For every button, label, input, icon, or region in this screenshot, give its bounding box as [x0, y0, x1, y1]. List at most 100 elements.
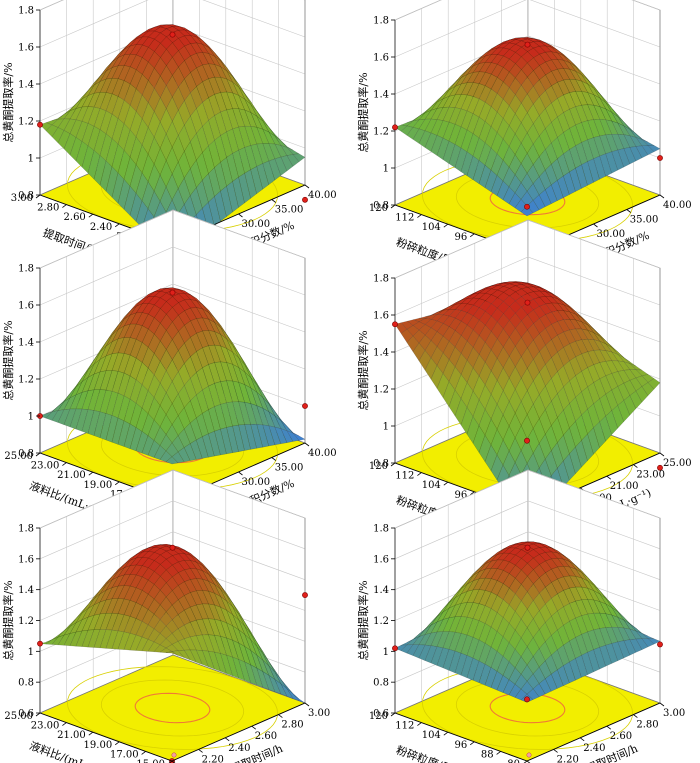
left-tick-label: 21.00 [57, 470, 86, 481]
z-tick-label: 1.8 [18, 6, 34, 17]
design-point [392, 124, 398, 131]
z-tick-label: 1.6 [18, 554, 34, 565]
left-tick-label: 120 [369, 711, 388, 722]
z-tick-label: 1.6 [373, 53, 389, 64]
left-tick-label: 25.00 [4, 711, 33, 722]
z-tick-label: 0.8 [373, 459, 389, 470]
right-tick-label: 2.80 [281, 720, 303, 731]
right-tick-label: 30.00 [597, 229, 626, 240]
left-tick-label: 15.00 [136, 759, 165, 763]
left-tick-label: 120 [369, 203, 388, 214]
z-tick-label: 1 [383, 164, 389, 175]
left-tick-label: 19.00 [84, 480, 113, 491]
design-point [657, 641, 663, 648]
z-axis: 0.8 1 1.2 1.4 1.6 1.8 总黄酮提取率/% [356, 16, 395, 212]
right-tick-label: 30.00 [242, 219, 271, 230]
surface-panel-5: 0.60.811.21.41.61.8总黄酮提取率/%25.0023.0021.… [1, 469, 330, 763]
z-axis-title: 总黄酮提取率/% [356, 580, 370, 660]
z-tick-label: 1.6 [373, 554, 389, 565]
z-tick-label: 1.8 [18, 524, 34, 535]
z-axis: 0.6 0.8 1 1.2 1.4 1.6 1.8 总黄酮提取率/% [1, 524, 40, 720]
z-tick-label: 0.8 [373, 201, 389, 212]
design-point [524, 203, 530, 210]
z-tick-label: 1.8 [373, 274, 389, 285]
design-point [37, 121, 43, 128]
surface-panel-2: 0.811.21.41.61.8总黄酮提取率/%120112104968880粉… [356, 0, 692, 273]
z-tick-label: 0.8 [18, 191, 34, 202]
design-point [169, 289, 176, 296]
left-tick-label: 104 [422, 730, 441, 741]
design-point [524, 299, 531, 306]
right-tick-label: 35.00 [275, 463, 304, 474]
z-tick-label: 0.8 [18, 678, 34, 689]
design-point [524, 437, 530, 444]
design-point [657, 464, 663, 471]
left-tick-label: 112 [395, 721, 414, 732]
right-tick-label: 35.00 [630, 215, 659, 226]
z-tick-label: 1.4 [18, 585, 34, 596]
left-tick-label: 120 [369, 461, 388, 472]
left-tick-label: 2.40 [90, 222, 112, 233]
z-tick-label: 1.2 [373, 616, 389, 627]
z-tick-label: 1.2 [18, 375, 34, 386]
z-axis-title: 总黄酮提取率/% [1, 62, 15, 142]
left-tick-label: 3.00 [11, 193, 33, 204]
right-tick-label: 40.00 [663, 200, 692, 211]
right-tick-label: 23.00 [636, 470, 665, 481]
left-tick-label: 112 [395, 213, 414, 224]
left-tick-label: 88 [481, 749, 494, 760]
response-surface [39, 544, 306, 704]
design-point [37, 640, 43, 647]
right-tick-label: 3.00 [308, 708, 330, 719]
z-tick-label: 1.2 [18, 117, 34, 128]
left-tick-label: 25.00 [4, 451, 33, 462]
left-tick-label: 21.00 [57, 730, 86, 741]
z-tick-label: 1 [383, 647, 389, 658]
left-tick-label: 104 [422, 222, 441, 233]
surface-panel-6: 0.6 0.8 1 1.2 1.4 1.6 1.8 总黄酮提取率/% 120 112 104 96 88… [356, 469, 685, 763]
design-point [169, 544, 176, 551]
left-tick-label: 96 [454, 232, 467, 243]
z-tick-label: 1.6 [373, 311, 389, 322]
z-tick-label: 1.6 [18, 301, 34, 312]
design-point [392, 645, 398, 652]
z-tick-label: 1.8 [18, 264, 34, 275]
z-tick-label: 1 [383, 422, 389, 433]
right-tick-label: 3.00 [663, 708, 685, 719]
right-tick-label: 2.20 [202, 754, 224, 763]
right-tick-label: 2.20 [557, 754, 579, 763]
z-tick-label: 1.2 [373, 385, 389, 396]
z-tick-label: 1.4 [18, 338, 34, 349]
left-tick-label: 104 [422, 480, 441, 491]
z-tick-label: 1.4 [373, 348, 389, 359]
response-surface [394, 37, 661, 217]
left-tick-label: 112 [395, 471, 414, 482]
z-axis-title: 总黄酮提取率/% [356, 72, 370, 152]
z-tick-label: 1.8 [373, 524, 389, 535]
z-axis-title: 总黄酮提取率/% [356, 330, 370, 410]
right-tick-label: 2.80 [636, 720, 658, 731]
surface-panel-4: 0.811.21.41.61.8总黄酮提取率/%120112104968880粉… [356, 219, 692, 531]
right-tick-label: 25.00 [663, 458, 692, 469]
z-tick-label: 0.8 [373, 678, 389, 689]
design-points [392, 544, 663, 758]
z-tick-label: 0.8 [18, 449, 34, 460]
left-tick-label: 2.60 [64, 212, 86, 223]
left-tick-label: 23.00 [31, 721, 60, 732]
z-tick-label: 1.4 [373, 585, 389, 596]
design-point [657, 155, 663, 161]
response-surface [394, 281, 661, 527]
right-tick-label: 2.40 [583, 743, 605, 754]
z-axis-title: 总黄酮提取率/% [1, 320, 15, 400]
right-tick-label: 30.00 [242, 477, 271, 488]
design-point [302, 403, 308, 409]
left-tick-label: 96 [454, 490, 467, 501]
right-tick-label: 40.00 [308, 190, 337, 201]
z-tick-label: 1.4 [18, 80, 34, 91]
z-axis: 0.8 1 1.2 1.4 1.6 1.8 总黄酮提取率/% [1, 6, 40, 202]
left-tick-label: 96 [454, 740, 467, 751]
left-axis-title: 粉碎粒度/目 [394, 743, 454, 763]
design-point [302, 592, 308, 598]
right-tick-label: 35.00 [275, 205, 304, 216]
